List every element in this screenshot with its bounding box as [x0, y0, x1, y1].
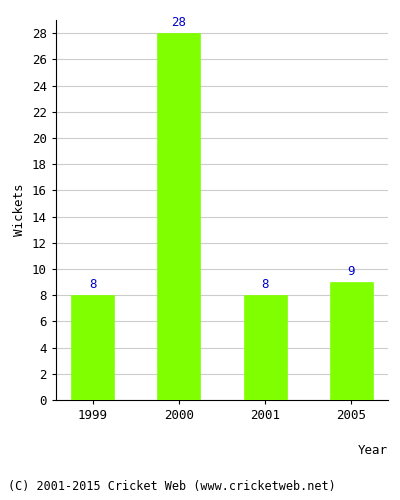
- Text: 9: 9: [348, 265, 355, 278]
- Text: 8: 8: [89, 278, 96, 291]
- Bar: [71, 295, 114, 400]
- Text: 28: 28: [171, 16, 186, 29]
- Y-axis label: Wickets: Wickets: [14, 184, 26, 236]
- Text: 8: 8: [261, 278, 269, 291]
- Bar: [244, 295, 287, 400]
- Bar: [157, 33, 200, 400]
- Text: Year: Year: [358, 444, 388, 456]
- Text: (C) 2001-2015 Cricket Web (www.cricketweb.net): (C) 2001-2015 Cricket Web (www.cricketwe…: [8, 480, 336, 493]
- Bar: [330, 282, 373, 400]
